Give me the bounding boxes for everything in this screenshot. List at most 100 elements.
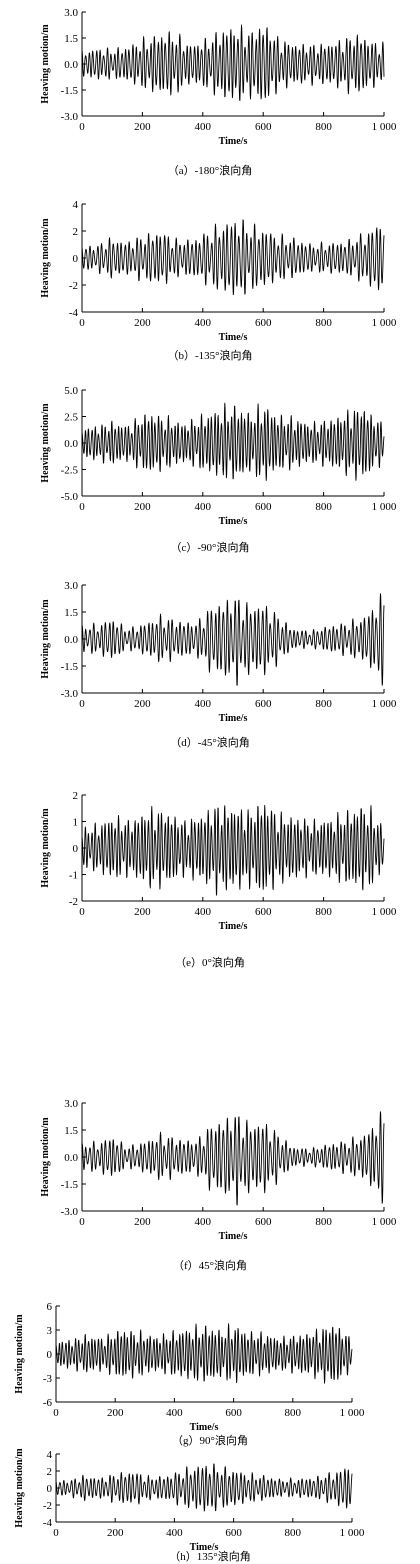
chart-caption: （h）135°浪向角	[169, 1549, 250, 1563]
y-tick-label: 5.0	[64, 385, 78, 397]
x-tick-label: 400	[195, 121, 212, 133]
x-tick-label: 200	[134, 501, 151, 513]
y-tick-label: 3.0	[64, 1098, 78, 1110]
y-tick-label: 0	[47, 1483, 53, 1495]
x-tick-label: 600	[255, 121, 272, 133]
chart-panel: -4 -2 0 2 4 0 200 400 600 800 1 000 Time/s Heaving m…	[14, 1448, 365, 1563]
y-tick-label: -2	[69, 896, 78, 908]
x-tick-label: 600	[225, 1527, 242, 1539]
y-tick-label: 2	[73, 226, 79, 238]
x-tick-label: 400	[166, 1527, 183, 1539]
heave-series-line	[55, 1323, 353, 1384]
y-tick-label: 0	[73, 253, 79, 265]
y-axis-title: Heaving motion/m	[40, 808, 51, 888]
heave-series-line	[81, 805, 385, 896]
chart-caption: （g）90°浪向角	[172, 1433, 248, 1447]
x-tick-label: 600	[255, 501, 272, 513]
y-tick-label: 1	[73, 817, 79, 829]
heave-series-line	[55, 1463, 353, 1512]
x-tick-label: 800	[315, 906, 332, 918]
x-tick-label: 200	[107, 1407, 124, 1419]
x-axis-title: Time/s	[190, 1422, 219, 1433]
y-tick-label: -3.0	[61, 111, 79, 123]
x-tick-label: 0	[79, 501, 85, 513]
x-tick-label: 400	[195, 317, 212, 329]
chart-caption: （d）-45°浪向角	[170, 735, 250, 749]
y-tick-label: -1.5	[61, 1179, 79, 1191]
x-tick-label: 800	[315, 501, 332, 513]
x-tick-label: 800	[315, 698, 332, 710]
y-tick-label: -3.0	[61, 688, 79, 700]
y-tick-label: -4	[69, 307, 79, 319]
y-tick-label: -1.5	[61, 661, 79, 673]
x-tick-label: 0	[79, 121, 85, 133]
y-tick-label: -5.0	[61, 491, 79, 503]
y-tick-label: 3.0	[64, 580, 78, 592]
x-tick-label: 1 000	[372, 317, 397, 329]
x-tick-label: 1 000	[372, 698, 397, 710]
y-tick-label: -2	[69, 280, 78, 292]
y-tick-label: 2	[47, 1466, 53, 1478]
y-tick-label: 0.0	[64, 438, 78, 450]
y-tick-label: 4	[73, 199, 79, 211]
x-tick-label: 0	[53, 1407, 59, 1419]
heave-series-line	[81, 219, 385, 296]
chart-caption: （f）45°浪向角	[173, 1258, 247, 1272]
x-tick-label: 800	[315, 317, 332, 329]
x-tick-label: 400	[195, 698, 212, 710]
x-tick-label: 200	[134, 317, 151, 329]
y-tick-label: 2	[73, 790, 79, 802]
y-tick-label: -4	[43, 1517, 53, 1529]
y-axis-title: Heaving motion/m	[40, 599, 51, 679]
x-tick-label: 0	[79, 698, 85, 710]
x-axis-title: Time/s	[219, 136, 248, 147]
x-axis-title: Time/s	[219, 713, 248, 724]
y-tick-label: 0.0	[64, 634, 78, 646]
x-axis-title: Time/s	[219, 516, 248, 527]
y-tick-label: -3	[43, 1373, 53, 1385]
y-tick-label: -6	[43, 1397, 53, 1409]
chart-panel: -4 -2 0 2 4 0 200 400 600 800 1 000 Time/s Heaving m…	[40, 199, 397, 362]
y-axis-title: Heaving motion/m	[40, 24, 51, 104]
y-tick-label: 4	[47, 1449, 53, 1461]
y-tick-label: 2.5	[64, 412, 78, 424]
y-tick-label: 0.0	[64, 59, 78, 71]
heave-series-line	[81, 24, 385, 102]
y-tick-label: 0	[73, 843, 79, 855]
x-tick-label: 800	[315, 1216, 332, 1228]
y-axis-title: Heaving motion/m	[14, 1314, 25, 1394]
chart-caption: （b）-135°浪向角	[167, 348, 252, 362]
chart-panel: -3.0 -1.5 0.0 1.5 3.0 0 200 400 600 800 1 000 Time/…	[40, 1098, 397, 1272]
x-tick-label: 400	[166, 1407, 183, 1419]
x-tick-label: 0	[53, 1527, 59, 1539]
x-tick-label: 1 000	[372, 501, 397, 513]
y-tick-label: -3.0	[61, 1206, 79, 1218]
x-tick-label: 1 000	[340, 1407, 365, 1419]
x-tick-label: 1 000	[372, 1216, 397, 1228]
x-tick-label: 800	[315, 121, 332, 133]
x-tick-label: 600	[255, 698, 272, 710]
x-tick-label: 1 000	[340, 1527, 365, 1539]
x-axis-title: Time/s	[219, 1231, 248, 1242]
x-tick-label: 0	[79, 906, 85, 918]
y-axis-title: Heaving motion/m	[40, 218, 51, 298]
chart-caption: （e）0°浪向角	[175, 955, 245, 969]
x-axis-title: Time/s	[219, 921, 248, 932]
chart-panel: -3.0 -1.5 0.0 1.5 3.0 0 200 400 600 800 1 000 Time/…	[40, 580, 397, 749]
y-tick-label: 0.0	[64, 1152, 78, 1164]
x-tick-label: 800	[285, 1407, 302, 1419]
y-tick-label: -1	[69, 870, 78, 882]
x-tick-label: 600	[225, 1407, 242, 1419]
y-tick-label: 1.5	[64, 1125, 78, 1137]
heave-series-line	[81, 593, 385, 686]
x-tick-label: 400	[195, 1216, 212, 1228]
y-axis-title: Heaving motion/m	[40, 1117, 51, 1197]
y-tick-label: -2	[43, 1500, 52, 1512]
y-axis-title: Heaving motion/m	[40, 403, 51, 483]
chart-panel: -5.0 -2.5 0.0 2.5 5.0 0 200 400 600 800 1 000 Time/…	[40, 385, 397, 554]
x-axis-title: Time/s	[219, 332, 248, 343]
y-tick-label: 3	[47, 1325, 53, 1337]
x-tick-label: 600	[255, 317, 272, 329]
x-tick-label: 600	[255, 1216, 272, 1228]
